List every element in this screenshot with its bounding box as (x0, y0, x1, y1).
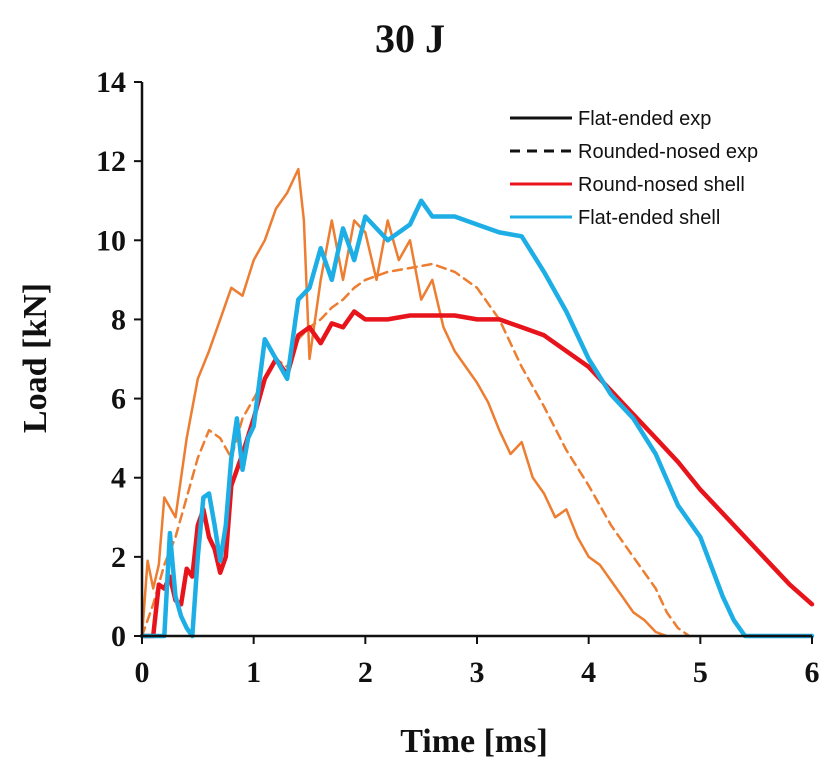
x-tick-label: 0 (135, 656, 150, 689)
y-tick-label: 6 (111, 383, 126, 416)
y-tick-label: 14 (96, 66, 126, 99)
legend: Flat-ended exp Rounded-nosed exp Round-nos… (510, 108, 758, 229)
legend-label-rounded-nosed-exp: Rounded-nosed exp (578, 141, 758, 163)
y-tick-label: 4 (111, 462, 126, 495)
series-line-flat-ended-shell (139, 198, 815, 639)
y-tick-label: 12 (96, 145, 126, 178)
x-tick-label: 3 (470, 656, 485, 689)
y-axis-label: Load [kN] (17, 283, 54, 433)
x-tick-label: 1 (246, 656, 261, 689)
x-tick-label: 6 (805, 656, 820, 689)
y-tick-label: 0 (111, 620, 126, 653)
x-axis-label: Time [ms] (400, 723, 548, 760)
chart-title: 30 J (375, 16, 445, 61)
series-line-rounded-nosed-exp (140, 262, 691, 638)
series-line-round-nosed-shell (139, 309, 815, 639)
axes (134, 81, 813, 644)
y-tick-label: 8 (111, 303, 126, 336)
plot-area (139, 167, 815, 639)
x-tick-label: 4 (581, 656, 596, 689)
series-line-flat-ended-exp (140, 167, 669, 638)
y-tick-label: 10 (96, 224, 126, 257)
legend-label-flat-ended-exp: Flat-ended exp (578, 108, 711, 130)
x-tick-label: 2 (358, 656, 373, 689)
legend-label-flat-ended-shell: Flat-ended shell (578, 207, 720, 229)
x-tick-label: 5 (693, 656, 708, 689)
y-tick-label: 2 (111, 541, 126, 574)
legend-label-round-nosed-shell: Round-nosed shell (578, 174, 745, 196)
